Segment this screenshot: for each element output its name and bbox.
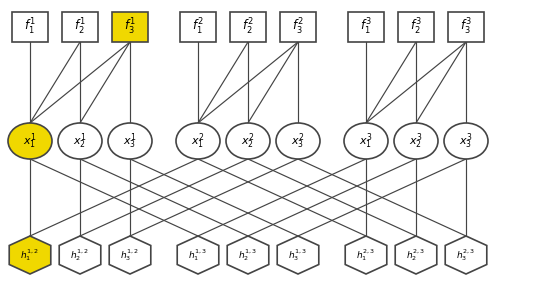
Text: $x_2^1$: $x_2^1$ <box>73 131 87 151</box>
Ellipse shape <box>58 123 102 159</box>
FancyBboxPatch shape <box>280 12 316 42</box>
FancyBboxPatch shape <box>112 12 148 42</box>
Polygon shape <box>277 236 319 274</box>
Text: $h_1^{1,2}$: $h_1^{1,2}$ <box>20 247 39 263</box>
FancyBboxPatch shape <box>230 12 266 42</box>
Text: $h_2^{1,2}$: $h_2^{1,2}$ <box>71 247 89 263</box>
FancyBboxPatch shape <box>348 12 384 42</box>
FancyBboxPatch shape <box>448 12 484 42</box>
Text: $h_3^{2,3}$: $h_3^{2,3}$ <box>456 247 476 263</box>
FancyBboxPatch shape <box>62 12 98 42</box>
Polygon shape <box>109 236 151 274</box>
Text: $x_1^3$: $x_1^3$ <box>359 131 373 151</box>
Text: $h_3^{1,2}$: $h_3^{1,2}$ <box>121 247 140 263</box>
Text: $f_1^1$: $f_1^1$ <box>24 17 36 37</box>
Polygon shape <box>395 236 437 274</box>
Ellipse shape <box>108 123 152 159</box>
Text: $x_1^1$: $x_1^1$ <box>23 131 37 151</box>
Polygon shape <box>345 236 387 274</box>
Text: $f_2^1$: $f_2^1$ <box>74 17 86 37</box>
Ellipse shape <box>176 123 220 159</box>
FancyBboxPatch shape <box>12 12 48 42</box>
Text: $x_1^2$: $x_1^2$ <box>191 131 205 151</box>
Text: $x_3^3$: $x_3^3$ <box>459 131 473 151</box>
Text: $h_2^{2,3}$: $h_2^{2,3}$ <box>407 247 426 263</box>
Text: $f_3^2$: $f_3^2$ <box>292 17 304 37</box>
Ellipse shape <box>394 123 438 159</box>
Polygon shape <box>9 236 51 274</box>
Polygon shape <box>177 236 219 274</box>
FancyBboxPatch shape <box>398 12 434 42</box>
Ellipse shape <box>444 123 488 159</box>
Polygon shape <box>59 236 101 274</box>
Text: $h_1^{1,3}$: $h_1^{1,3}$ <box>189 247 208 263</box>
Polygon shape <box>227 236 269 274</box>
Text: $x_3^2$: $x_3^2$ <box>291 131 305 151</box>
Ellipse shape <box>344 123 388 159</box>
Text: $x_3^1$: $x_3^1$ <box>123 131 137 151</box>
Text: $f_3^1$: $f_3^1$ <box>124 17 136 37</box>
Ellipse shape <box>8 123 52 159</box>
Text: $h_2^{1,3}$: $h_2^{1,3}$ <box>238 247 258 263</box>
Polygon shape <box>445 236 487 274</box>
Text: $f_2^2$: $f_2^2$ <box>242 17 254 37</box>
Ellipse shape <box>276 123 320 159</box>
FancyBboxPatch shape <box>180 12 216 42</box>
Text: $x_2^3$: $x_2^3$ <box>409 131 423 151</box>
Text: $x_2^2$: $x_2^2$ <box>241 131 255 151</box>
Text: $h_3^{1,3}$: $h_3^{1,3}$ <box>288 247 307 263</box>
Text: $f_1^2$: $f_1^2$ <box>192 17 204 37</box>
Text: $f_3^3$: $f_3^3$ <box>460 17 472 37</box>
Text: $h_1^{2,3}$: $h_1^{2,3}$ <box>356 247 375 263</box>
Ellipse shape <box>226 123 270 159</box>
Text: $f_1^3$: $f_1^3$ <box>360 17 372 37</box>
Text: $f_2^3$: $f_2^3$ <box>410 17 422 37</box>
